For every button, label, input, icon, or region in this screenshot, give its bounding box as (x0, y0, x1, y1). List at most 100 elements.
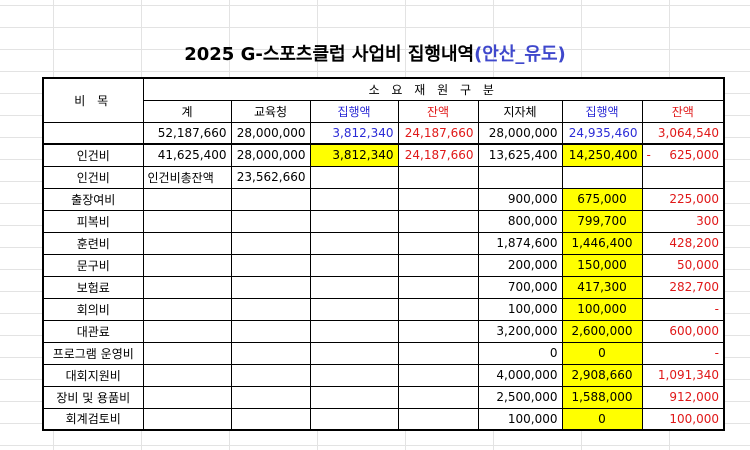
empty-cell[interactable] (142, 231, 232, 255)
row-local-budget[interactable]: 1,874,600 (477, 231, 563, 255)
empty-cell[interactable] (142, 363, 232, 387)
row-local-spent[interactable]: 417,300 (561, 275, 643, 299)
row-local-budget[interactable]: 700,000 (477, 275, 563, 299)
summary-local-spent[interactable]: 24,935,460 (561, 121, 643, 145)
empty-cell[interactable] (309, 385, 399, 409)
row-local-spent[interactable]: 0 (561, 407, 643, 431)
empty-cell[interactable] (230, 209, 311, 233)
empty-cell[interactable] (397, 385, 479, 409)
empty-cell[interactable] (309, 165, 399, 189)
row-local-balance[interactable]: - (641, 341, 725, 365)
empty-cell[interactable] (397, 165, 479, 189)
empty-cell[interactable] (397, 209, 479, 233)
empty-cell[interactable] (397, 187, 479, 211)
personnel-total-balance-label[interactable]: 인건비총잔액 (142, 165, 232, 189)
empty-cell[interactable] (142, 297, 232, 321)
row-label[interactable]: 장비 및 용품비 (42, 385, 144, 409)
col-header-edu-spent[interactable]: 집행액 (309, 99, 399, 123)
personnel-local-spent[interactable]: 14,250,400 (561, 143, 643, 167)
empty-cell[interactable] (230, 319, 311, 343)
empty-cell[interactable] (397, 275, 479, 299)
row-local-budget[interactable]: 800,000 (477, 209, 563, 233)
col-header-edu-balance[interactable]: 잔액 (397, 99, 479, 123)
empty-cell[interactable] (230, 297, 311, 321)
empty-cell[interactable] (561, 165, 643, 189)
empty-cell[interactable] (142, 187, 232, 211)
personnel-local-balance[interactable]: - 625,000 (641, 143, 725, 167)
personnel-total-balance[interactable]: 23,562,660 (230, 165, 311, 189)
empty-cell[interactable] (142, 385, 232, 409)
personnel-edu-balance[interactable]: 24,187,660 (397, 143, 479, 167)
row-local-budget[interactable]: 0 (477, 341, 563, 365)
empty-cell[interactable] (309, 341, 399, 365)
empty-cell[interactable] (641, 165, 725, 189)
empty-cell[interactable] (477, 165, 563, 189)
row-local-spent[interactable]: 2,908,660 (561, 363, 643, 387)
row-local-spent[interactable]: 2,600,000 (561, 319, 643, 343)
empty-cell[interactable] (397, 341, 479, 365)
row-label[interactable]: 대회지원비 (42, 363, 144, 387)
summary-local[interactable]: 28,000,000 (477, 121, 563, 145)
empty-cell[interactable] (309, 319, 399, 343)
col-header-local-balance[interactable]: 잔액 (641, 99, 725, 123)
empty-cell[interactable] (397, 407, 479, 431)
row-label[interactable]: 회계검토비 (42, 407, 144, 431)
empty-cell[interactable] (309, 253, 399, 277)
summary-edu-spent[interactable]: 3,812,340 (309, 121, 399, 145)
empty-cell[interactable] (309, 363, 399, 387)
row-local-balance[interactable]: 1,091,340 (641, 363, 725, 387)
empty-cell[interactable] (142, 253, 232, 277)
row-label[interactable]: 회의비 (42, 297, 144, 321)
row-local-spent[interactable]: 1,446,400 (561, 231, 643, 255)
funding-group-header[interactable]: 소 요 재 원 구 분 (142, 77, 725, 101)
empty-cell[interactable] (397, 231, 479, 255)
empty-cell[interactable] (397, 363, 479, 387)
personnel-edu-spent[interactable]: 3,812,340 (309, 143, 399, 167)
personnel-total[interactable]: 41,625,400 (142, 143, 232, 167)
empty-cell[interactable] (309, 209, 399, 233)
row-local-balance[interactable]: 600,000 (641, 319, 725, 343)
empty-cell[interactable] (397, 319, 479, 343)
row-label[interactable]: 보험료 (42, 275, 144, 299)
row-local-spent[interactable]: 1,588,000 (561, 385, 643, 409)
item-header[interactable]: 비 목 (42, 77, 144, 123)
row-label[interactable]: 훈련비 (42, 231, 144, 255)
row-local-balance[interactable]: 300 (641, 209, 725, 233)
row-local-spent[interactable]: 675,000 (561, 187, 643, 211)
empty-cell[interactable] (230, 363, 311, 387)
empty-cell[interactable] (230, 341, 311, 365)
row-local-balance[interactable]: 100,000 (641, 407, 725, 431)
empty-cell[interactable] (230, 275, 311, 299)
col-header-local-gov[interactable]: 지자체 (477, 99, 563, 123)
row-local-budget[interactable]: 100,000 (477, 297, 563, 321)
empty-cell[interactable] (230, 407, 311, 431)
empty-cell[interactable] (309, 231, 399, 255)
row-local-spent[interactable]: 150,000 (561, 253, 643, 277)
row-local-budget[interactable]: 4,000,000 (477, 363, 563, 387)
empty-cell[interactable] (142, 209, 232, 233)
col-header-local-spent[interactable]: 집행액 (561, 99, 643, 123)
row-local-spent[interactable]: 799,700 (561, 209, 643, 233)
row-local-budget[interactable]: 900,000 (477, 187, 563, 211)
personnel-label[interactable]: 인건비 (42, 143, 144, 167)
empty-cell[interactable] (309, 275, 399, 299)
row-label[interactable]: 문구비 (42, 253, 144, 277)
empty-cell[interactable] (142, 319, 232, 343)
col-header-total[interactable]: 계 (142, 99, 232, 123)
empty-cell[interactable] (397, 297, 479, 321)
row-local-spent[interactable]: 100,000 (561, 297, 643, 321)
empty-cell[interactable] (309, 407, 399, 431)
empty-cell[interactable] (230, 231, 311, 255)
summary-total[interactable]: 52,187,660 (142, 121, 232, 145)
row-local-balance[interactable]: 282,700 (641, 275, 725, 299)
row-label[interactable]: 피복비 (42, 209, 144, 233)
summary-education[interactable]: 28,000,000 (230, 121, 311, 145)
empty-cell[interactable] (142, 275, 232, 299)
row-local-balance[interactable]: 428,200 (641, 231, 725, 255)
row-local-balance[interactable]: - (641, 297, 725, 321)
empty-cell[interactable] (397, 253, 479, 277)
row-local-balance[interactable]: 50,000 (641, 253, 725, 277)
summary-edu-balance[interactable]: 24,187,660 (397, 121, 479, 145)
col-header-education-office[interactable]: 교육청 (230, 99, 311, 123)
row-local-budget[interactable]: 2,500,000 (477, 385, 563, 409)
